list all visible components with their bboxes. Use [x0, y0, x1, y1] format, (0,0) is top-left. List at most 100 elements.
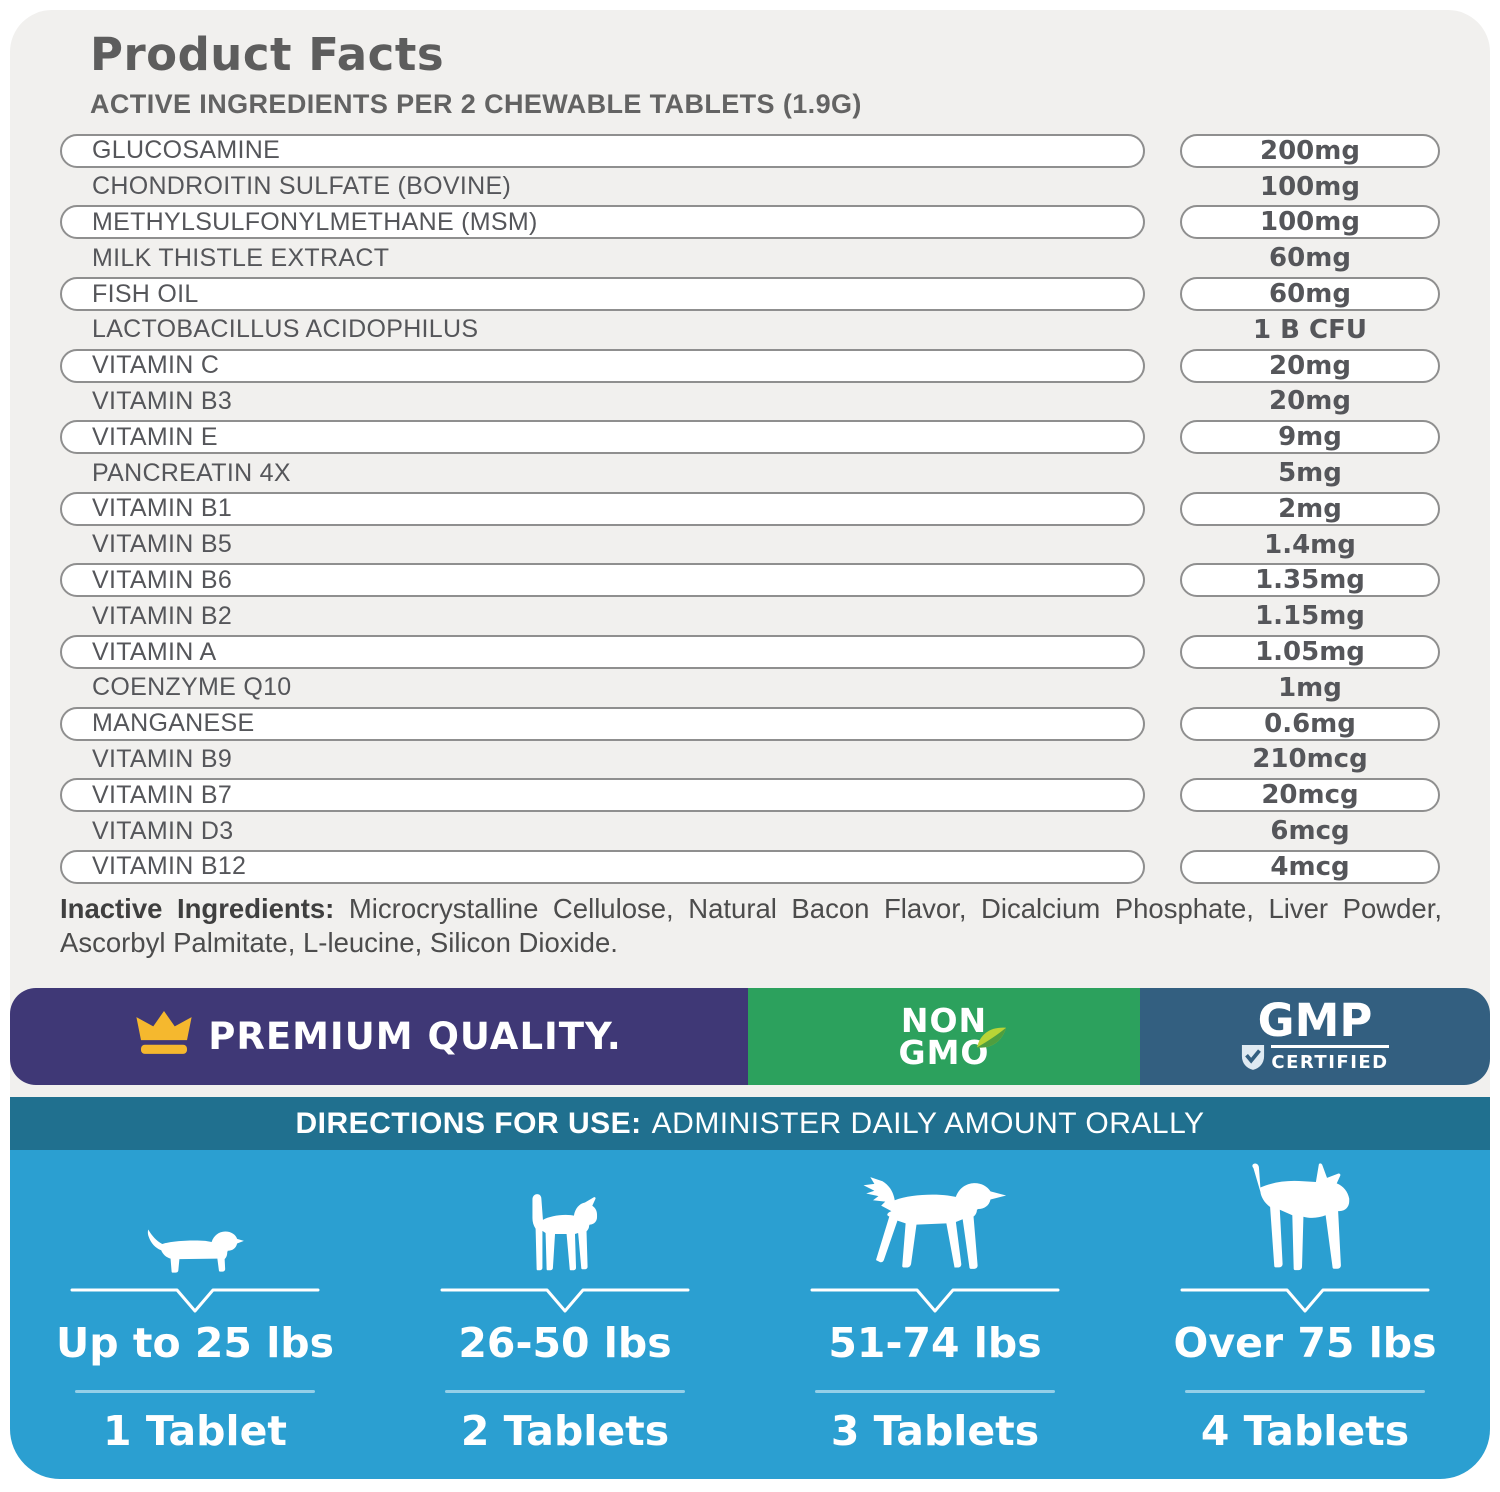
amount-pill: 6mcg: [1180, 814, 1440, 848]
ingredient-amount: 60mg: [1269, 243, 1351, 274]
ingredient-name: MILK THISTLE EXTRACT: [92, 243, 390, 272]
non-gmo-badge: NON GMO: [748, 988, 1140, 1085]
ingredient-pill: VITAMIN B1: [60, 491, 1145, 526]
shield-check-icon: [1241, 1043, 1265, 1076]
ingredient-pill: MILK THISTLE EXTRACT: [60, 241, 1145, 275]
amount-pill: 60mg: [1180, 241, 1440, 275]
ingredient-amount: 1.05mg: [1255, 637, 1365, 668]
weight-range-label: 51-74 lbs: [828, 1319, 1042, 1367]
dosage-column-small: Up to 25 lbs 1 Tablet: [10, 1150, 380, 1479]
amount-pill: 2mg: [1180, 491, 1440, 526]
gmp-title: GMP: [1257, 993, 1373, 1047]
product-facts-card: Product Facts ACTIVE INGREDIENTS PER 2 C…: [10, 10, 1490, 1479]
ingredient-pill: VITAMIN A: [60, 635, 1145, 670]
amount-pill: 1.15mg: [1180, 599, 1440, 633]
ingredient-amount: 210mcg: [1252, 744, 1368, 775]
retriever-icon: [854, 1150, 1017, 1275]
ingredient-amount: 1mg: [1278, 672, 1342, 703]
table-row: METHYLSULFONYLMETHANE (MSM) 100mg: [60, 205, 1440, 241]
ingredient-pill: VITAMIN B5: [60, 528, 1145, 562]
header: Product Facts ACTIVE INGREDIENTS PER 2 C…: [90, 28, 862, 120]
table-row: PANCREATIN 4X 5mg: [60, 455, 1440, 491]
crown-icon: [136, 1011, 192, 1062]
amount-pill: 4mcg: [1180, 849, 1440, 884]
premium-quality-label: PREMIUM QUALITY.: [208, 1015, 622, 1058]
ingredients-table: GLUCOSAMINE 200mg CHONDROITIN SULFATE (B…: [60, 133, 1440, 885]
ingredient-name: MANGANESE: [92, 709, 255, 738]
table-row: MANGANESE 0.6mg: [60, 706, 1440, 742]
table-row: VITAMIN B7 20mcg: [60, 777, 1440, 813]
weight-range-label: Over 75 lbs: [1173, 1319, 1437, 1367]
ingredient-amount: 9mg: [1278, 422, 1342, 453]
ingredient-pill: FISH OIL: [60, 277, 1145, 312]
ingredient-amount: 5mg: [1278, 458, 1342, 489]
ingredient-amount: 1.15mg: [1255, 601, 1365, 632]
amount-pill: 5mg: [1180, 456, 1440, 490]
table-row: VITAMIN B5 1.4mg: [60, 527, 1440, 563]
ingredient-name: VITAMIN B12: [92, 852, 247, 881]
ingredient-name: FISH OIL: [92, 279, 199, 308]
ingredient-name: PANCREATIN 4X: [92, 458, 291, 487]
pointer-bracket: [1180, 1288, 1430, 1313]
table-row: LACTOBACILLUS ACIDOPHILUS 1 B CFU: [60, 312, 1440, 348]
ingredient-amount: 4mcg: [1270, 851, 1350, 882]
amount-pill: 200mg: [1180, 133, 1440, 168]
table-row: VITAMIN E 9mg: [60, 419, 1440, 455]
table-row: VITAMIN A 1.05mg: [60, 634, 1440, 670]
table-row: VITAMIN C 20mg: [60, 348, 1440, 384]
table-row: FISH OIL 60mg: [60, 276, 1440, 312]
ingredient-pill: METHYLSULFONYLMETHANE (MSM): [60, 205, 1145, 240]
ingredient-amount: 1.4mg: [1264, 529, 1356, 560]
tablet-count-label: 3 Tablets: [830, 1407, 1040, 1456]
ingredient-name: VITAMIN A: [92, 637, 217, 666]
ingredient-pill: VITAMIN B3: [60, 384, 1145, 418]
directions-text: ADMINISTER DAILY AMOUNT ORALLY: [651, 1106, 1205, 1140]
beagle-icon: [525, 1150, 605, 1275]
amount-pill: 1.35mg: [1180, 563, 1440, 598]
table-row: VITAMIN B12 4mcg: [60, 849, 1440, 885]
ingredient-pill: PANCREATIN 4X: [60, 456, 1145, 490]
amount-pill: 20mg: [1180, 384, 1440, 418]
ingredient-pill: VITAMIN C: [60, 348, 1145, 383]
weight-range-label: 26-50 lbs: [458, 1319, 672, 1367]
ingredient-pill: CHONDROITIN SULFATE (BOVINE): [60, 170, 1145, 204]
amount-pill: 20mcg: [1180, 778, 1440, 813]
leaf-icon: [974, 1021, 1008, 1058]
tablet-count-label: 4 Tablets: [1200, 1407, 1410, 1456]
ingredient-name: VITAMIN B2: [92, 601, 233, 630]
ingredient-amount: 1.35mg: [1255, 565, 1365, 596]
ingredient-pill: VITAMIN B6: [60, 563, 1145, 598]
ingredient-pill: VITAMIN B9: [60, 742, 1145, 776]
ingredient-pill: MANGANESE: [60, 706, 1145, 741]
table-row: MILK THISTLE EXTRACT 60mg: [60, 240, 1440, 276]
non-gmo-logo: NON GMO: [899, 1001, 1007, 1069]
table-row: VITAMIN B2 1.15mg: [60, 598, 1440, 634]
ingredient-amount: 60mg: [1269, 279, 1351, 310]
premium-quality-badge: PREMIUM QUALITY.: [10, 988, 748, 1085]
dosage-section: Up to 25 lbs 1 Tablet 26-50 lbs 2 Tablet…: [10, 1150, 1490, 1479]
tablet-count-label: 1 Tablet: [103, 1407, 287, 1456]
ingredient-amount: 100mg: [1260, 171, 1360, 202]
ingredient-amount: 6mcg: [1270, 816, 1350, 847]
table-row: VITAMIN B3 20mg: [60, 384, 1440, 420]
amount-pill: 100mg: [1180, 205, 1440, 240]
inactive-ingredients: Inactive Ingredients: Microcrystalline C…: [60, 892, 1442, 960]
ingredient-amount: 0.6mg: [1264, 708, 1356, 739]
divider-line: [75, 1390, 315, 1394]
table-row: VITAMIN B9 210mcg: [60, 742, 1440, 778]
amount-pill: 1.4mg: [1180, 528, 1440, 562]
ingredient-pill: VITAMIN B2: [60, 599, 1145, 633]
divider-line: [445, 1390, 685, 1394]
table-row: GLUCOSAMINE 200mg: [60, 133, 1440, 169]
divider-line: [815, 1390, 1055, 1394]
weight-range-label: Up to 25 lbs: [55, 1319, 335, 1367]
ingredient-amount: 20mg: [1269, 350, 1351, 381]
divider-line: [1185, 1390, 1425, 1394]
tablet-count-label: 2 Tablets: [460, 1407, 670, 1456]
ingredient-pill: VITAMIN B7: [60, 778, 1145, 813]
pointer-bracket: [70, 1288, 320, 1313]
non-gmo-line1: NON: [900, 1001, 988, 1041]
table-row: COENZYME Q10 1mg: [60, 670, 1440, 706]
ingredient-name: METHYLSULFONYLMETHANE (MSM): [92, 207, 538, 236]
ingredient-name: COENZYME Q10: [92, 673, 292, 702]
